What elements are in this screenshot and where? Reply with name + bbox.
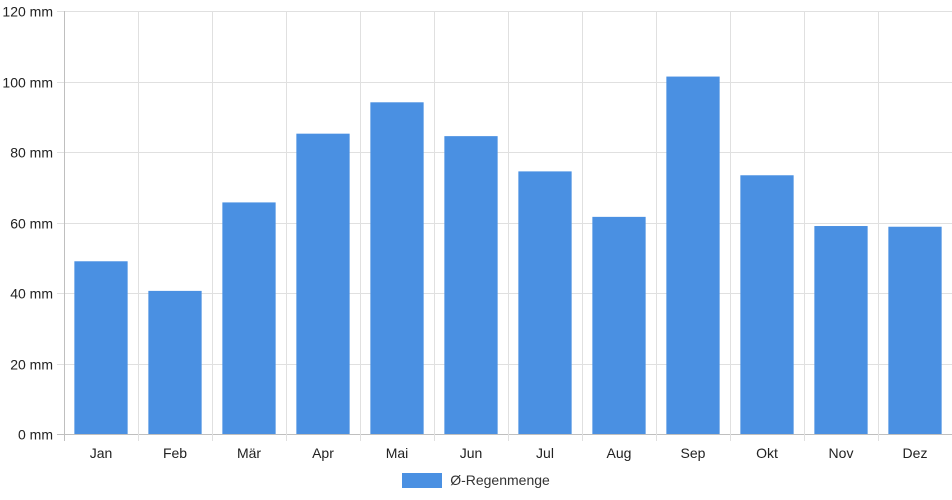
bar [740, 175, 794, 434]
bar [370, 102, 424, 435]
chart-legend: Ø-Regenmenge [0, 472, 952, 488]
bar [592, 216, 646, 434]
x-tick-label: Jun [460, 445, 483, 461]
y-tick-label: 80 mm [10, 145, 53, 161]
x-tick-label: Dez [903, 445, 928, 461]
x-tick-label: Okt [756, 445, 778, 461]
x-tick-label: Apr [312, 445, 334, 461]
x-tick-label: Mär [237, 445, 261, 461]
y-tick-label: 0 mm [18, 427, 53, 443]
x-tick-label: Jan [90, 445, 113, 461]
x-tick-label: Mai [386, 445, 409, 461]
bar [518, 171, 572, 434]
bar [814, 226, 868, 434]
bar [444, 136, 498, 434]
x-tick-label: Sep [681, 445, 706, 461]
x-tick-label: Jul [536, 445, 554, 461]
y-tick-label: 20 mm [10, 357, 53, 373]
bar [222, 202, 276, 434]
bar [888, 226, 942, 434]
x-tick-label: Aug [607, 445, 632, 461]
y-tick-label: 100 mm [2, 75, 53, 91]
x-tick-label: Feb [163, 445, 187, 461]
legend-label: Ø-Regenmenge [450, 472, 550, 488]
bar [74, 261, 128, 434]
legend-swatch [402, 472, 443, 488]
chart-plot: 0 mm 20 mm 40 mm 60 mm 80 mm 100 mm 120 mm Jan F… [2, 4, 952, 461]
x-tick-label: Nov [829, 445, 854, 461]
bar [148, 290, 202, 434]
bar [666, 76, 720, 434]
y-tick-label: 60 mm [10, 216, 53, 232]
y-tick-label: 120 mm [2, 4, 53, 20]
y-tick-label: 40 mm [10, 286, 53, 302]
bar [296, 133, 350, 435]
